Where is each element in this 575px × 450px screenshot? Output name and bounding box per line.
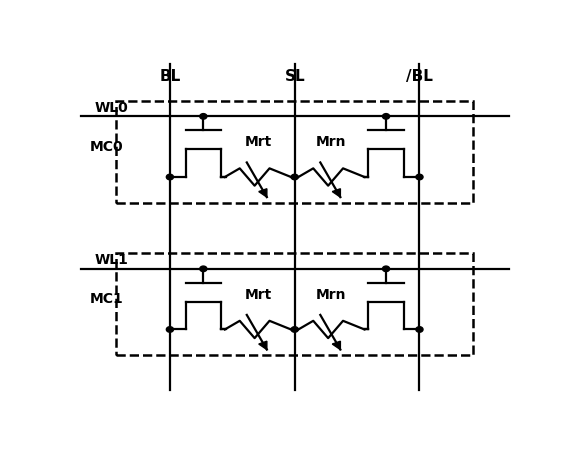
Text: MC0: MC0 [90,140,123,154]
Polygon shape [332,189,340,197]
Text: Mrn: Mrn [316,135,347,149]
Bar [116,101,473,203]
Text: WL1: WL1 [94,253,128,267]
Text: MC1: MC1 [90,292,124,306]
Text: Mrt: Mrt [244,288,271,302]
Circle shape [291,327,298,332]
Polygon shape [259,341,267,350]
Text: BL: BL [159,69,181,84]
Circle shape [200,266,207,272]
Circle shape [166,174,174,180]
Text: SL: SL [285,69,305,84]
Circle shape [382,113,390,119]
Circle shape [382,266,390,272]
Text: /BL: /BL [406,69,433,84]
Bar [116,253,473,356]
Circle shape [416,174,423,180]
Text: Mrt: Mrt [244,135,271,149]
Circle shape [291,174,298,180]
Circle shape [166,327,174,332]
Circle shape [200,113,207,119]
Polygon shape [332,341,340,350]
Polygon shape [259,189,267,197]
Circle shape [416,327,423,332]
Text: Mrn: Mrn [316,288,347,302]
Text: WL0: WL0 [94,101,128,115]
